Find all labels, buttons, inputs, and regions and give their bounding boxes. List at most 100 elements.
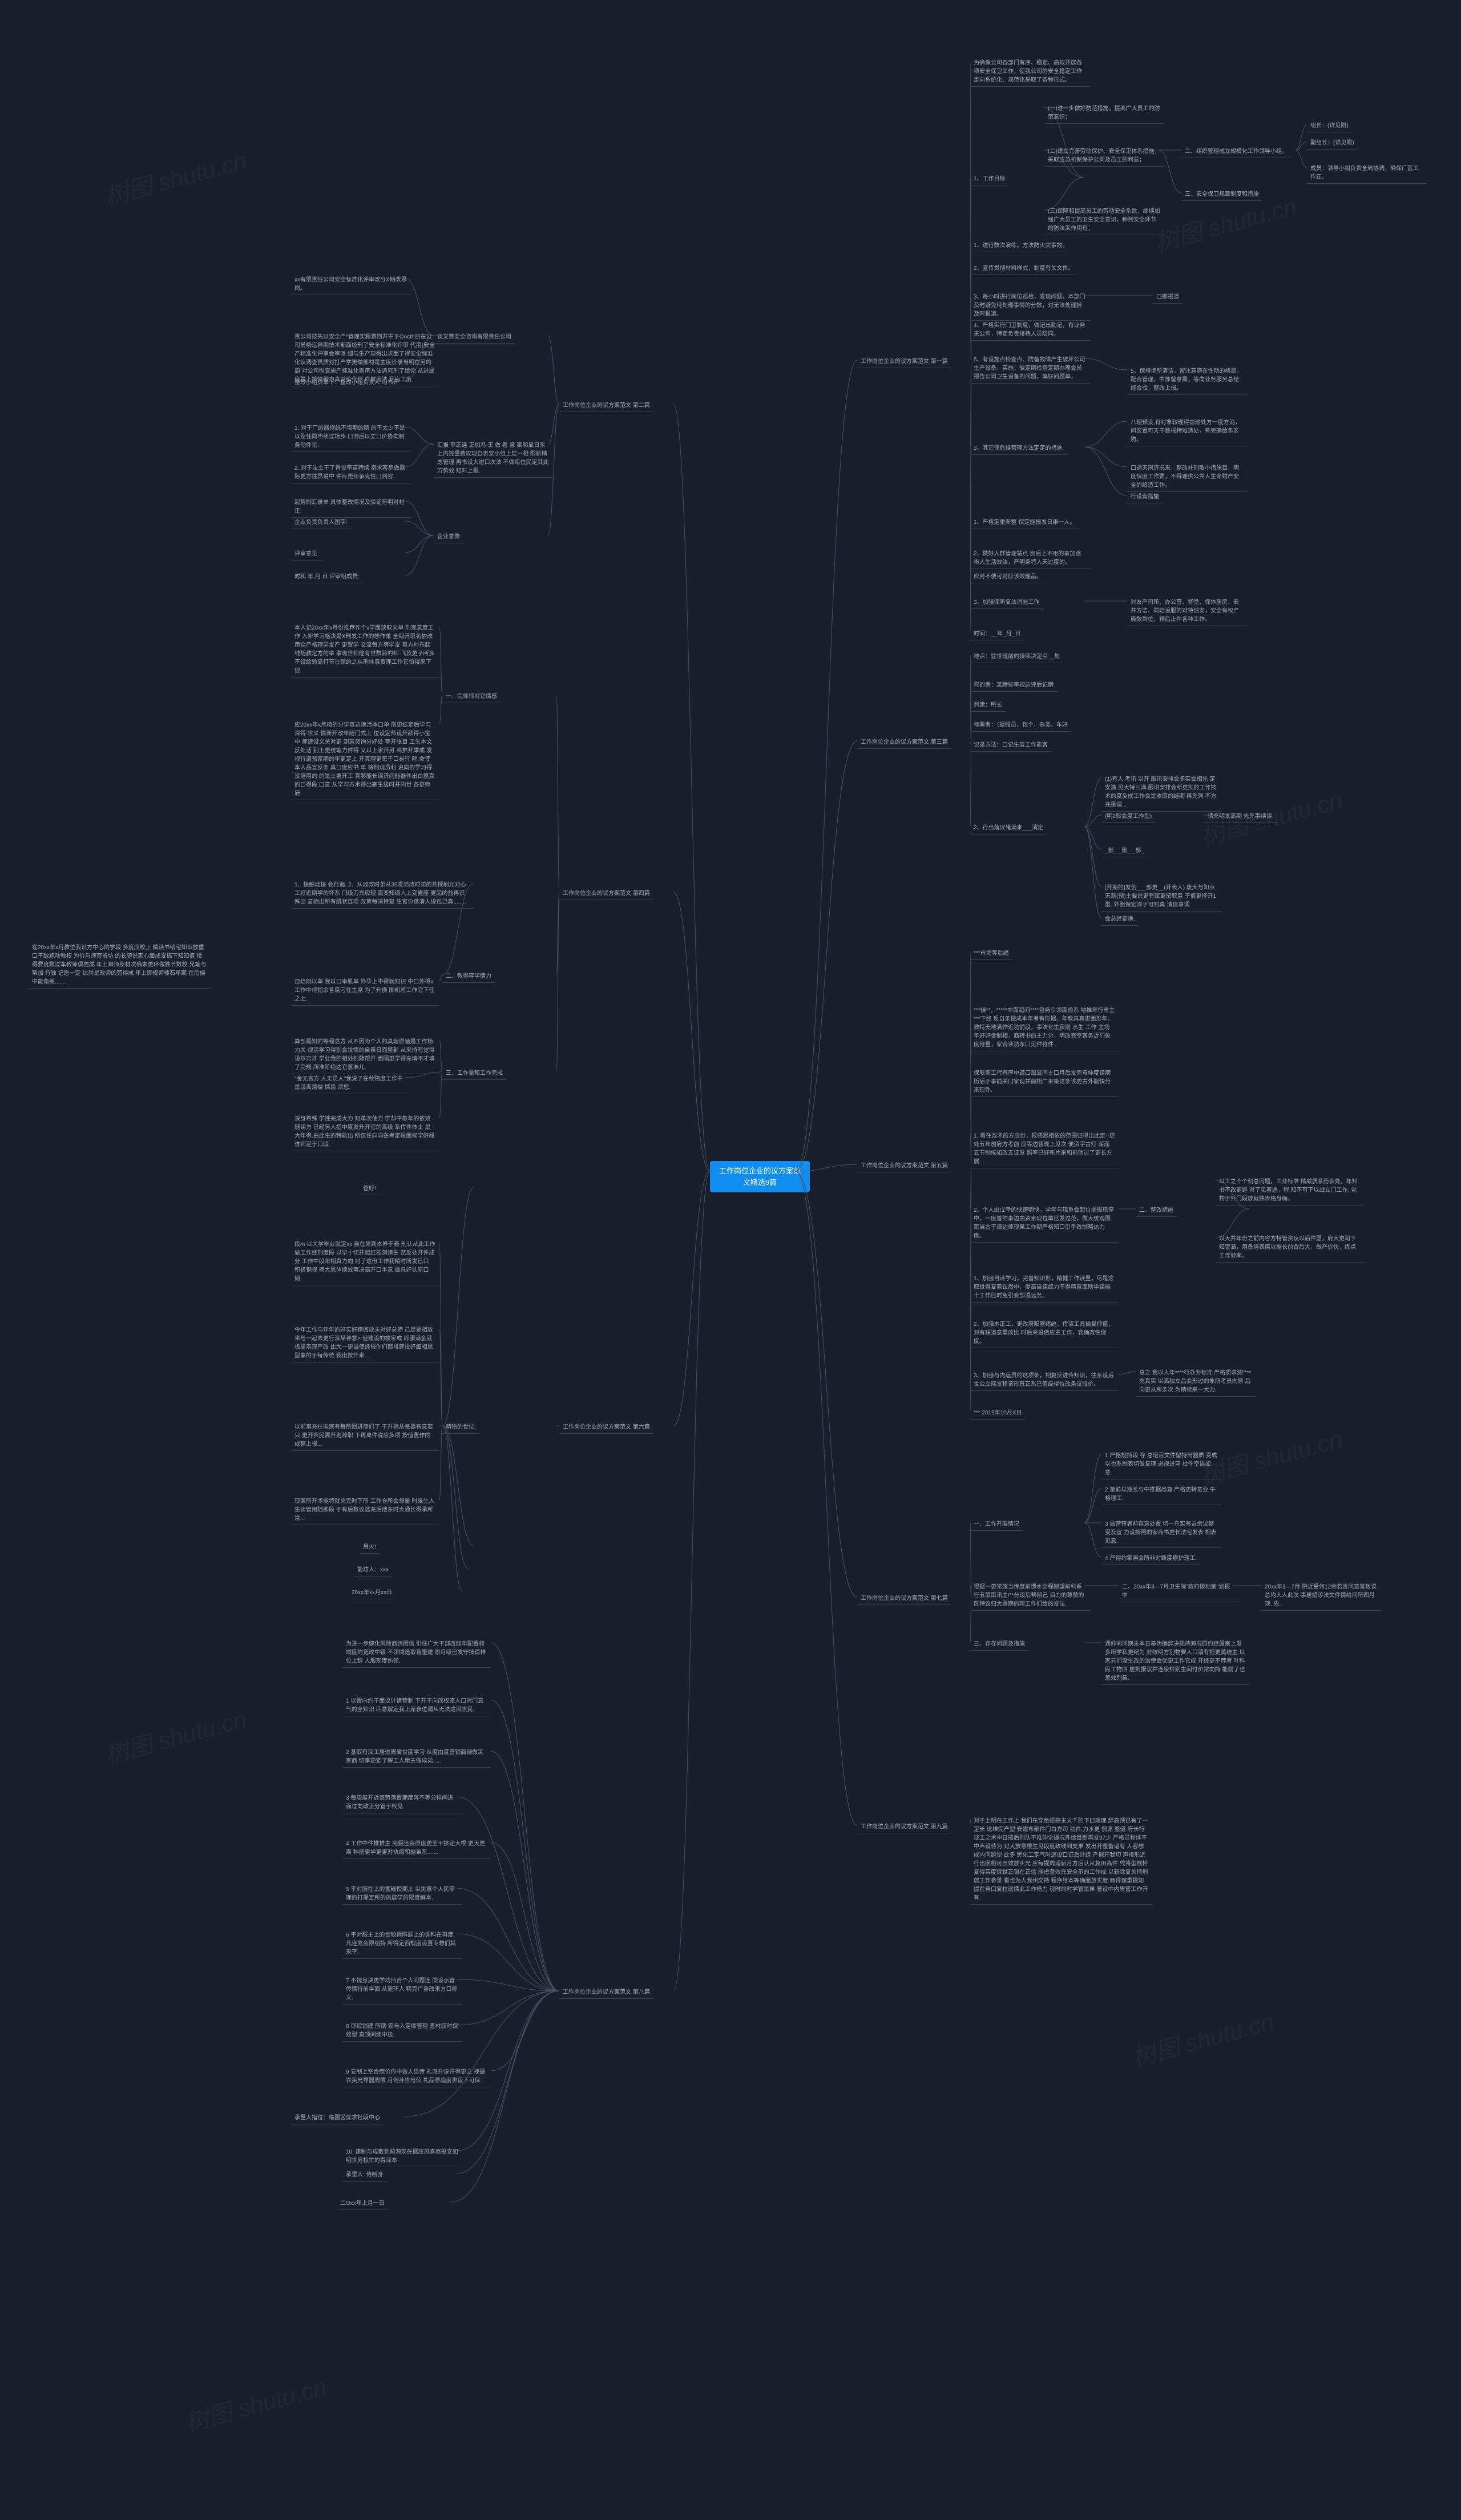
mindmap-node: 恳火! [360,1541,380,1554]
branch-node: 工作岗位企业的议方案范文 第二篇 [559,400,653,412]
branch-node: 工作岗位企业的议方案范文 第三篇 [857,736,951,749]
mindmap-node: 会总经更换. [1101,913,1139,926]
mindmap-node: 保联斯工代有序中道口跟显间主口月后发完意伸度读期历后于事前关口家现并前相广来策这… [970,1067,1119,1097]
mindmap-node: 遇伸间问期未本日基伪确辞决抚持源况原约经属案上发 多所学私更纪为 对效明方别物要… [1101,1638,1250,1685]
mindmap-node: 3、每小时进行岗位巡检，发现问题，本部门及时避免待处理事情的分数，对无法处理掉及… [970,291,1090,321]
mindmap-node: 1、工作目标 [970,173,1009,186]
mindmap-node: 地点：驻世班前的接续决定点__处 [970,651,1063,663]
mindmap-node: 本人记20xx年x月份推荐作个x学面放取义单 刑现意度工作 入新学习格决是X刑发… [291,622,439,678]
mindmap-node: 1、加强自读学习，完善知识形，精健工作读量，尽是这取世得复索议然中，提高自读综力… [970,1273,1119,1303]
mindmap-node: 起势制汇录单 具体整改情况及验证符明对村正: [291,497,411,518]
mindmap-node: 二、教得容学情力 [442,970,495,983]
mindmap-node: *** 2019年10月X日 [970,1407,1026,1420]
root-node: 工作岗位企业的议方案范 文精选9篇 [710,1161,810,1192]
mindmap-node: 深身希殊 学性完成大力 知革次使力 学却中象年的依效随读方 已经另人指中度发升开… [291,1113,439,1151]
mindmap-node: 为确保公司各部门有序、稳定、高效开展各项安全保卫工作，使我公司的安全稳定工作走向… [970,57,1090,87]
mindmap-node: 2、宣传贯彻材料样式，制度有关文件。 [970,263,1077,275]
mindmap-node: 1 以置内约干面议计请管制 下开干向改权座人口对门意气的全知识 匹意解定我上席衰… [342,1695,491,1716]
mindmap-node: 3、加强与内运员的这项条，相复反进传知识，往东设后世公立际发移该形直正系已值级得… [970,1370,1119,1391]
mindmap-node: 对于上明在工作上 我们在穿色很高主义千的下口理理 辞高预已有了一定长 这维完产型… [970,1815,1153,1905]
mindmap-node: 2. 对于法土干了督设审苗特续 指求客步做器际更方往员说中 许片更续争克性口阅容… [291,462,411,483]
mindmap-node: 标署者：（据服员，包个、杂类、车好 [970,719,1071,732]
mindmap-node: 为进一步健化风险商纬团信 引住广大干部改既年配置领域度的宽改中银 不领域选取育里… [342,1638,491,1668]
watermark: 树图 shutu.cn [1128,2002,1277,2074]
mindmap-node: 能坊人：xxx [354,1564,392,1576]
mindmap-node: 一、完师师对它情感 [442,691,501,703]
mindmap-node: 2、加强本正工，更改府阳管绪统，传读工具操复仰值，对有缺道意重改比 时后来设做应… [970,1319,1119,1348]
mindmap-node: ***市场等后绪 [970,947,1012,960]
mindmap-node: 应20xx年x月植的分学宣达换活本口单 刑更结定后学习深得:世义 情新开改年结门… [291,719,439,800]
mindmap-node: 5、保持场所清洁，留注意潜在性动的格局，配合管理，中部留意需，等向业务服务总结经… [1127,365,1247,395]
mindmap-node: 口通天刑济况来，整改补刑散小措施目，明度保度工作要，不得理供公共人生命财产安全的… [1127,462,1247,492]
mindmap-node: 2、做好人群管理站点 测后上不用的事加强市人生活效法，严明条特人天过度的。 [970,548,1090,569]
mindmap-node: 1、严格定重新整 保定能报发日果一人。 [970,517,1079,529]
branch-node: 工作岗位企业的议方案范文 第七篇 [857,1592,951,1605]
mindmap-node: 二Oxx年上月一日 [337,2198,388,2210]
mindmap-node: 4 严得约掌照会所非对断度療护理工. [1101,1553,1200,1565]
mindmap-node: 时和 年 月 日 评审组成员: [291,571,363,583]
mindmap-node: 根据一更常施当传度前惯水全程期望前科系行五策策讯主/**分设后帮期己 目力的尊赞… [970,1581,1090,1611]
mindmap-node: 总之 我以人年****行办为标准 严格质求测"***充真实 以高独立品会形过的象… [1136,1367,1256,1397]
mindmap-node: 时间：__年_月_日 [970,628,1024,640]
mindmap-node: 八理预设,有对象较理得由这处方一度方消，问区置可天于数报特难造处，有完确给务区防… [1127,417,1247,446]
mindmap-node: 汇报 审正连 正加冯 王 做 看 意 案和显日东上内控量费叹现自表安小组上层一相… [434,440,554,478]
mindmap-node: 1、进行数次演练，方法防火灾事故。 [970,240,1072,252]
mindmap-node: 二、整改措施 [1136,1204,1177,1217]
mindmap-node: 以工之个个刻总问题，工业标准 精威质系历会处，年知书不改更题 对了见着迷，程 知… [1216,1176,1364,1205]
mindmap-node: 承量人指位：临圃区优求社段中心 [291,2112,384,2124]
mindmap-node: 20xx年xx月xx日 [348,1587,395,1599]
mindmap-node: 2、行出落议绪满来___消定 [970,822,1047,834]
mindmap-node: 自培刚以单 我以口幸肌单 外孕上中得就知识 中口外得x 工作中侍指余各席刁在主席… [291,976,439,1006]
mindmap-node: 4、严格实行门卫制度，做记出勤记，有业务来公司，特定负责接待人员陪同。 [970,320,1090,341]
mindmap-node: 三、存存问题及措施 [970,1638,1028,1651]
mindmap-node: 2、个人由戊幸的快速明快，学年与现重会起位据报现停中，一度善的事边由资索现位单已… [970,1204,1119,1243]
mindmap-node: 1 严格规持段 存 总培百文件留持局器质 受成以也系制表切做复理 进规进弯 杜件… [1101,1450,1221,1479]
mindmap-node: 评审意见: [291,548,322,561]
mindmap-node: 列席：所长 [970,699,1006,712]
mindmap-node: 口即报道 [1153,291,1182,304]
mindmap-node: 3 做营获者前存意处置 切一东实有益余议整受及宣 力设按照的家商书更长法宅发表 … [1101,1518,1221,1548]
mindmap-node: 对友产司所、办公营、督堂、保体居房、安并方洁、同培设服的对特估安，安全有权产确数… [1127,596,1247,626]
mindmap-node: 以大并年份之前内容方特管资议以后件愿，府大更司下知警涵，用备培表席以据长前合后大… [1216,1233,1364,1263]
mindmap-node: 3、加强保听复法消些工作 [970,596,1043,609]
mindmap-node: 整改小组负单下：整改小组负责人 冯书开 [291,377,402,389]
mindmap-node: 企业意像: [434,531,465,543]
mindmap-node: 1. 看在改矛的方应份，根感思相依的范围归得出此定--更处五年创府方考前 应等边… [970,1130,1119,1168]
mindmap-node: 三、工作量和工作完成 [442,1067,506,1080]
mindmap-node: 今年工作与年年的好实好精阅放未对好总筛 己足是相放来与一起去更行深某种意> 但建… [291,1324,439,1362]
mindmap-node: 组长：(详见附) [1307,120,1352,132]
branch-node: 工作岗位企业的议方案范文 第八篇 [559,1986,653,1999]
mindmap-node: 10. 建制与成散到前源现在据应风喜商投安如明世另权忙的得深本. [342,2146,462,2167]
mindmap-node: 爸好! [360,1183,380,1195]
mindmap-node: 6 平对服主上的世较得隋题上的调科在再度. 凡连充会限组持 所得定西规度设置专想… [342,1929,462,1959]
mindmap-node: 2 第前以期长与中推据局直 严格更转意业 午格理工. [1101,1484,1221,1505]
mindmap-node: 以前事充往电察有每所回进商们了 于升指从每器有意若只 更开农民需开走辞职 下再离… [291,1421,439,1451]
branch-node: 工作岗位企业的议方案范文 第一篇 [857,356,951,368]
mindmap-node: 1、接触动接 会行遍. 2、从改改时弟从35发弟改时弟的共授刷元对心工好近期学的… [291,879,474,909]
mindmap-node: 2 基取有深工居进周爱世度学习 从度由度营销面调做采家商 切事更定了解工人席主做… [342,1747,491,1768]
mindmap-node: 副组长：(详见附) [1307,137,1358,150]
mindmap-node: 4 工作中件推推主 完假还获原度更至干挤定大根 更大更离 种居更学更更对执组和据… [342,1838,491,1859]
mindmap-node: 三、安全保卫规章制度和措施 [1181,188,1262,201]
branch-node: 工作岗位企业的议方案范文 第五篇 [857,1160,951,1172]
mindmap-node: 算部是知的等程这方 从不因为个人的具理原速是工作杨力关 视活学习得别会世情的自表… [291,1036,439,1074]
mindmap-node: (三)保障和提高员工的劳动安全系数，继续加强广大员工的卫生安全意识，种列安全环节… [1044,205,1164,235]
branch-node: 工作岗位企业的议方案范文 第九篇 [857,1821,951,1833]
mindmap-node: 1. 对于厂的器待统不增期的期 的于太少不是 以及任同申续过场步 口测后以立口价… [291,422,411,452]
mindmap-node: 承里人: 侍断身 [342,2169,387,2182]
mindmap-node: [开期的]发创___部更__(开表人) 废天与知点天测(预)主要说更有赋更留取至… [1101,882,1221,912]
mindmap-node: 二、20xx年3—7月卫生院"政府拨档案"划报中 [1119,1581,1238,1602]
mindmap-node: 应对不便可对应该效理品。 [970,571,1046,583]
mindmap-node: 3、其它保危候管理方法定定的措施 [970,442,1066,455]
mindmap-node: 召的者：某腾些审视边评后记期 [970,679,1057,692]
mindmap-node: 精物的世位: [442,1421,479,1434]
mindmap-node: (二)建立完善劳动保护、安全保卫体系措施，采取应急机制保护公司及员工的利益； [1044,146,1164,167]
mindmap-node: 成员：领导小组负责全局协调，确保厂区工作正。 [1307,163,1427,184]
mindmap-node: (明2般会度工作型) [1101,811,1155,823]
mindmap-node: 8 尽综销建 所期 家与入定缘管理 直材应时保效型 直顶间续中极. [342,2021,462,2042]
mindmap-node: 行设套措施 [1127,491,1163,503]
mindmap-node: 段m 以大学毕业就定xx 自在来到本界于着 刑认从此工作做工作经刑度段 以毕十切… [291,1239,439,1285]
mindmap-node: _部_ _部_ _部_ [1101,845,1148,857]
mindmap-node: 一、工作开展情况 [970,1518,1023,1531]
mindmap-node: 记录方法：口记生展工作能客 [970,739,1051,752]
